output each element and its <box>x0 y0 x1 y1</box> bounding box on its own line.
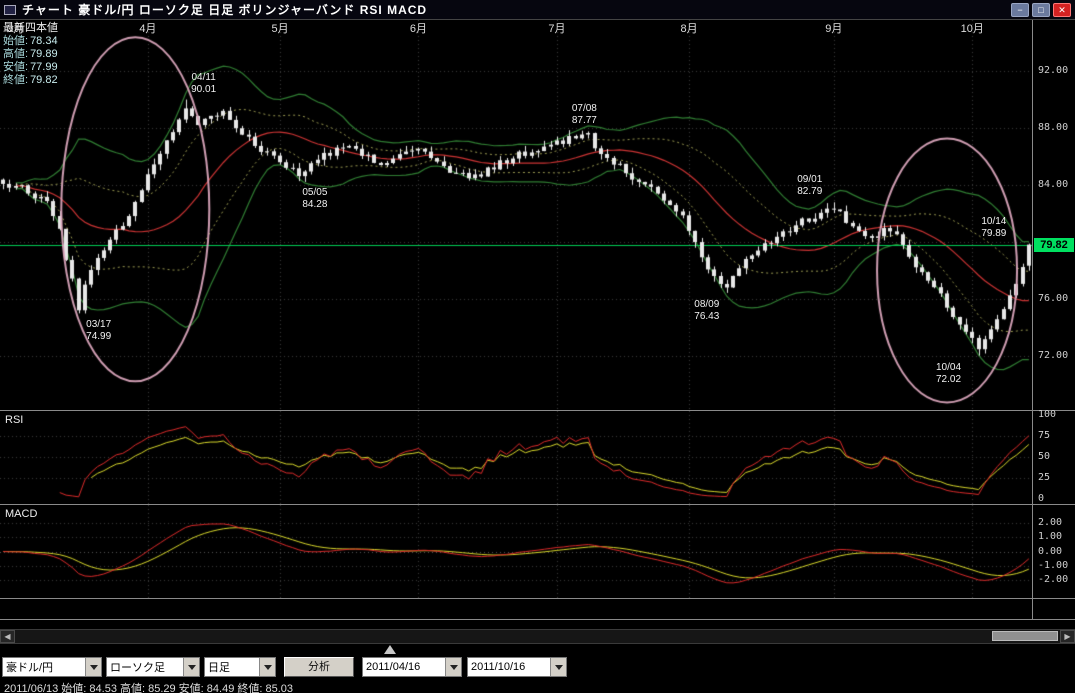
time-axis-label: 9月 <box>825 23 843 35</box>
axis-tick-label: 0.00 <box>1038 545 1063 557</box>
axis-tick-label: 72.00 <box>1038 349 1069 361</box>
minimize-button[interactable]: − <box>1011 2 1029 17</box>
time-axis-label: 7月 <box>548 23 566 35</box>
chart-annotation: 08/09 76.43 <box>694 298 720 322</box>
panel-divider <box>0 504 1075 505</box>
interval-select[interactable]: 日足 <box>204 657 276 677</box>
zoom-slider-handle[interactable] <box>384 645 396 654</box>
axis-tick-label: 75 <box>1038 430 1051 441</box>
quote-open-row: 始値: 78.34 <box>3 35 58 47</box>
axis-separator <box>1032 20 1033 619</box>
chevron-down-icon[interactable] <box>183 658 199 676</box>
chart-scrollbar[interactable]: ◀ ▶ <box>0 629 1075 644</box>
panel-divider <box>0 598 1075 599</box>
time-axis-label: 3月 <box>7 23 25 35</box>
time-axis-label: 10月 <box>960 23 984 35</box>
quote-box-title: 最新四本値 <box>3 22 58 34</box>
axis-tick-label: 76.00 <box>1038 292 1069 304</box>
toolbar: 豪ドル/円 ローソク足 日足 分析 2011/04/16 2011/10/16 <box>0 657 1075 679</box>
scrollbar-track[interactable] <box>15 630 1060 643</box>
date-from-select[interactable]: 2011/04/16 <box>362 657 462 677</box>
panel-divider <box>0 619 1075 620</box>
chevron-down-icon[interactable] <box>259 658 275 676</box>
current-price-badge: 79.82 <box>1034 237 1074 252</box>
close-button[interactable]: ✕ <box>1053 2 1071 17</box>
axis-tick-label: 2.00 <box>1038 517 1063 529</box>
quote-high-row: 高値: 79.89 <box>3 48 58 60</box>
chevron-down-icon[interactable] <box>445 658 461 676</box>
chart-annotation: 05/05 84.28 <box>302 187 328 211</box>
time-axis-label: 8月 <box>680 23 698 35</box>
axis-tick-label: 100 <box>1038 409 1057 420</box>
chart-annotation: 10/14 79.89 <box>981 215 1007 239</box>
status-bar: 2011/06/13 始値: 84.53 高値: 85.29 安値: 84.49… <box>4 683 294 693</box>
chart-annotation: 03/17 74.99 <box>86 319 112 343</box>
axis-tick-label: 0 <box>1038 493 1045 504</box>
time-axis-label: 5月 <box>271 23 289 35</box>
quote-box: 最新四本値 始値: 78.34 高値: 79.89 安値: 77.99 終値: 79.8… <box>3 22 58 87</box>
scrollbar-thumb[interactable] <box>992 631 1058 641</box>
chart-region: 最新四本値 始値: 78.34 高値: 79.89 安値: 77.99 終値: 79.8… <box>0 20 1075 620</box>
analyze-button[interactable]: 分析 <box>284 657 354 677</box>
axis-tick-label: -1.00 <box>1038 559 1069 571</box>
window-controls: − □ ✕ <box>1011 2 1071 17</box>
time-axis-label: 4月 <box>139 23 157 35</box>
axis-tick-label: 1.00 <box>1038 531 1063 543</box>
price-chart-canvas[interactable] <box>0 20 1032 410</box>
macd-chart-canvas[interactable] <box>0 505 1032 598</box>
maximize-button[interactable]: □ <box>1032 2 1050 17</box>
chart-style-select[interactable]: ローソク足 <box>106 657 200 677</box>
chevron-down-icon[interactable] <box>550 658 566 676</box>
axis-tick-label: 92.00 <box>1038 65 1069 77</box>
pair-select[interactable]: 豪ドル/円 <box>2 657 102 677</box>
app-icon <box>4 4 16 15</box>
rsi-panel-label: RSI <box>5 414 24 426</box>
rsi-chart-canvas[interactable] <box>0 411 1032 504</box>
time-axis-label: 6月 <box>409 23 428 35</box>
scroll-right-button[interactable]: ▶ <box>1060 630 1075 643</box>
quote-low-row: 安値: 77.99 <box>3 61 58 73</box>
chart-annotation: 10/04 72.02 <box>935 361 962 385</box>
macd-panel-label: MACD <box>5 508 38 520</box>
quote-close-row: 終値: 79.82 <box>3 74 58 86</box>
chart-annotation: 09/01 82.79 <box>797 174 823 198</box>
titlebar[interactable]: チャート 豪ドル/円 ローソク足 日足 ボリンジャーバンド RSI MACD −… <box>0 0 1075 20</box>
panel-divider <box>0 410 1075 411</box>
date-to-select[interactable]: 2011/10/16 <box>467 657 567 677</box>
chevron-down-icon[interactable] <box>85 658 101 676</box>
axis-tick-label: -2.00 <box>1038 573 1069 585</box>
chart-annotation: 07/08 87.77 <box>571 103 597 127</box>
chart-annotation: 04/11 90.01 <box>191 71 217 95</box>
axis-tick-label: 50 <box>1038 451 1051 462</box>
window-title: チャート 豪ドル/円 ローソク足 日足 ボリンジャーバンド RSI MACD <box>22 3 428 17</box>
scroll-left-button[interactable]: ◀ <box>0 630 15 643</box>
axis-tick-label: 88.00 <box>1038 122 1069 134</box>
axis-tick-label: 25 <box>1038 472 1051 483</box>
axis-tick-label: 84.00 <box>1038 179 1069 191</box>
